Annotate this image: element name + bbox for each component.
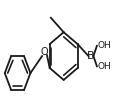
Text: OH: OH [97,41,111,50]
Text: B: B [87,51,95,61]
Text: OH: OH [97,62,111,71]
Text: O: O [41,47,48,57]
